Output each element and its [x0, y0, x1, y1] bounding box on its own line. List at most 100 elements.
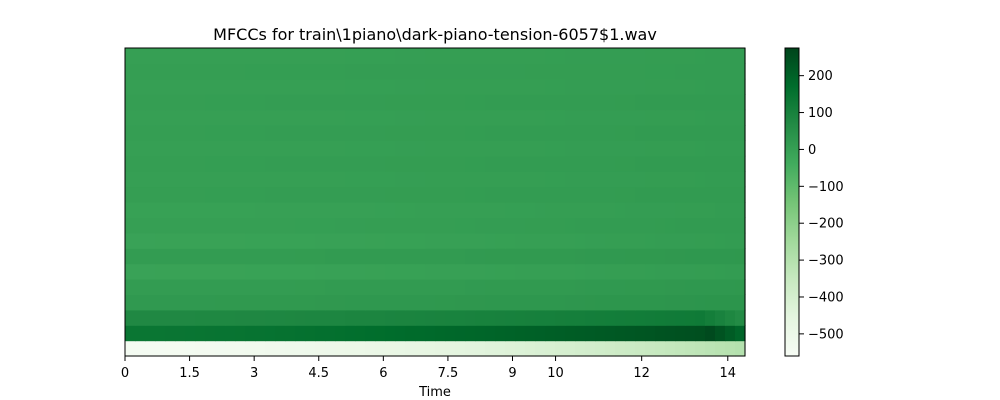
- heatmap-cell: [435, 340, 446, 357]
- heatmap-cell: [305, 109, 316, 126]
- heatmap-cell: [375, 63, 386, 80]
- heatmap-cell: [675, 325, 686, 342]
- heatmap-cell: [425, 109, 436, 126]
- heatmap-cell: [395, 171, 406, 188]
- heatmap-cell: [205, 186, 216, 203]
- heatmap-cell: [425, 171, 436, 188]
- heatmap-cell: [705, 94, 716, 111]
- heatmap-cell: [395, 325, 406, 342]
- heatmap-cell: [505, 217, 516, 234]
- heatmap-cell: [575, 325, 586, 342]
- heatmap-cell: [395, 63, 406, 80]
- heatmap-cell: [615, 263, 626, 280]
- heatmap-cell: [505, 140, 516, 157]
- colorbar: [784, 47, 800, 357]
- heatmap-cell: [275, 325, 286, 342]
- heatmap-cell: [165, 109, 176, 126]
- heatmap-cell: [375, 155, 386, 172]
- heatmap-cell: [155, 279, 166, 295]
- heatmap-cell: [455, 171, 466, 188]
- heatmap-cell: [315, 279, 326, 295]
- heatmap-cell: [645, 232, 656, 249]
- heatmap-cell: [415, 48, 426, 64]
- heatmap-cell: [265, 202, 276, 218]
- heatmap-cell: [545, 140, 556, 157]
- heatmap-cell: [475, 309, 486, 326]
- heatmap-cell: [485, 109, 496, 126]
- heatmap-cell: [615, 325, 626, 342]
- heatmap-cell: [435, 155, 446, 172]
- heatmap-cell: [285, 140, 296, 157]
- heatmap-cell: [415, 155, 426, 172]
- heatmap-cell: [165, 125, 176, 141]
- heatmap-cell: [465, 78, 476, 95]
- heatmap-cell: [525, 232, 536, 249]
- heatmap-cell: [625, 171, 636, 188]
- heatmap-cell: [435, 109, 446, 126]
- heatmap-cell: [215, 248, 226, 265]
- x-tick-label: 7.5: [438, 366, 459, 381]
- heatmap-cell: [315, 171, 326, 188]
- heatmap-cell: [665, 186, 676, 203]
- heatmap-cell: [725, 109, 736, 126]
- heatmap-cell: [575, 140, 586, 157]
- heatmap-cell: [305, 309, 316, 326]
- heatmap-cell: [695, 125, 706, 141]
- heatmap-cell: [635, 125, 646, 141]
- heatmap-cell: [495, 125, 506, 141]
- heatmap-cell: [175, 171, 186, 188]
- heatmap-cell: [465, 140, 476, 157]
- heatmap-cell: [375, 202, 386, 218]
- heatmap-cell: [355, 279, 366, 295]
- heatmap-cell: [195, 48, 206, 64]
- heatmap-cell: [295, 309, 306, 326]
- heatmap-cell: [585, 263, 596, 280]
- heatmap-cell: [275, 94, 286, 111]
- heatmap-cell: [175, 63, 186, 80]
- heatmap-cell: [345, 248, 356, 265]
- heatmap-cell: [325, 294, 336, 311]
- heatmap-cell: [455, 48, 466, 64]
- heatmap-cell: [735, 140, 746, 157]
- heatmap-cell: [125, 325, 136, 342]
- heatmap-cell: [195, 125, 206, 141]
- heatmap-cell: [735, 48, 746, 64]
- heatmap-cell: [185, 232, 196, 249]
- heatmap-cell: [245, 202, 256, 218]
- heatmap-cell: [705, 140, 716, 157]
- heatmap-cell: [135, 325, 146, 342]
- heatmap-cell: [235, 340, 246, 357]
- heatmap-cell: [165, 48, 176, 64]
- heatmap-cell: [605, 171, 616, 188]
- heatmap-cell: [605, 309, 616, 326]
- heatmap-cell: [345, 340, 356, 357]
- heatmap-cell: [275, 171, 286, 188]
- heatmap-cell: [665, 263, 676, 280]
- heatmap-cell: [605, 232, 616, 249]
- heatmap-cell: [555, 340, 566, 357]
- heatmap-cell: [565, 294, 576, 311]
- heatmap-cell: [445, 202, 456, 218]
- heatmap-cell: [325, 325, 336, 342]
- heatmap-cell: [465, 109, 476, 126]
- heatmap-cell: [495, 202, 506, 218]
- heatmap-cell: [625, 325, 636, 342]
- heatmap-cell: [325, 48, 336, 64]
- heatmap-cell: [215, 217, 226, 234]
- heatmap-cell: [365, 309, 376, 326]
- heatmap-cell: [395, 202, 406, 218]
- heatmap-cell: [245, 325, 256, 342]
- heatmap-cell: [435, 94, 446, 111]
- heatmap-cell: [565, 263, 576, 280]
- heatmap-cell: [695, 325, 706, 342]
- heatmap-cell: [345, 78, 356, 95]
- heatmap-cell: [395, 125, 406, 141]
- heatmap-cell: [335, 202, 346, 218]
- heatmap-cell: [255, 186, 266, 203]
- heatmap-cell: [675, 248, 686, 265]
- heatmap-cell: [495, 78, 506, 95]
- heatmap-cell: [665, 340, 676, 357]
- heatmap-cell: [255, 63, 266, 80]
- heatmap-cell: [715, 94, 726, 111]
- heatmap-cell: [295, 217, 306, 234]
